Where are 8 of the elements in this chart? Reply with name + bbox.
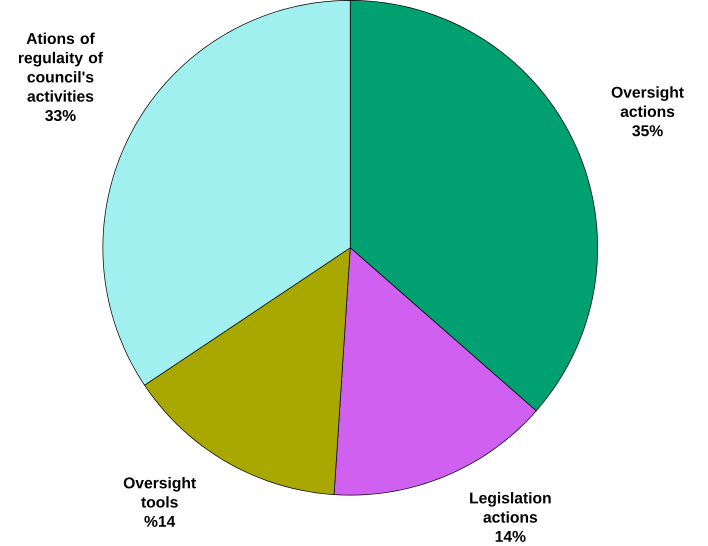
slice-label: Oversight actions xyxy=(612,86,684,118)
slice-label: Ations of regulaity of council's activities xyxy=(18,32,104,102)
data-label: 33% xyxy=(45,110,76,122)
slice-label: Legislation actions xyxy=(470,492,551,523)
data-label: 35% xyxy=(632,125,663,136)
data-label: 14% xyxy=(496,530,526,542)
slice-label: Oversight tools xyxy=(124,476,196,508)
data-label: %14 xyxy=(144,516,176,527)
